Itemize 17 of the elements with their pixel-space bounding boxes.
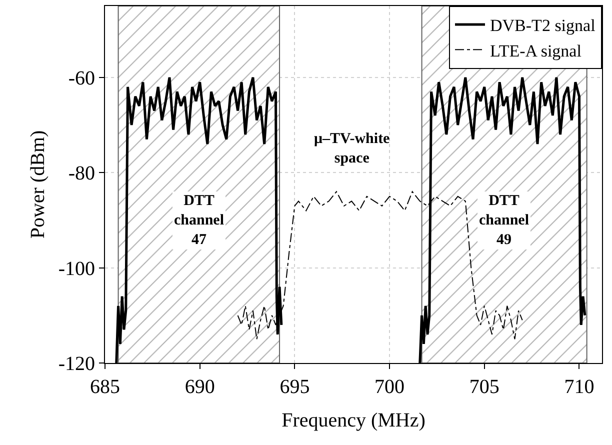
x-tick-label: 695: [280, 376, 310, 398]
y-tick-label: -80: [68, 162, 95, 185]
legend-label: DVB-T2 signal: [490, 16, 596, 36]
band-label: DTT channel 49: [479, 193, 530, 248]
y-tick-label: -120: [58, 353, 95, 375]
y-tick-label: -100: [58, 258, 95, 280]
legend-label: LTE-A signal: [490, 41, 582, 60]
y-tick-label: -60: [68, 67, 95, 90]
y-axis-title: Power (dBm): [26, 130, 49, 239]
x-tick-label: 700: [374, 376, 405, 398]
band-label: DTT channel 47: [174, 193, 224, 248]
x-tick-label: 690: [184, 376, 215, 398]
x-axis-title: Frequency (MHz): [282, 410, 426, 432]
x-tick-label: 685: [90, 376, 120, 398]
annotation: μ–TV-white space: [314, 131, 390, 166]
x-tick-label: 705: [469, 376, 500, 398]
x-tick-label: 710: [564, 376, 594, 398]
